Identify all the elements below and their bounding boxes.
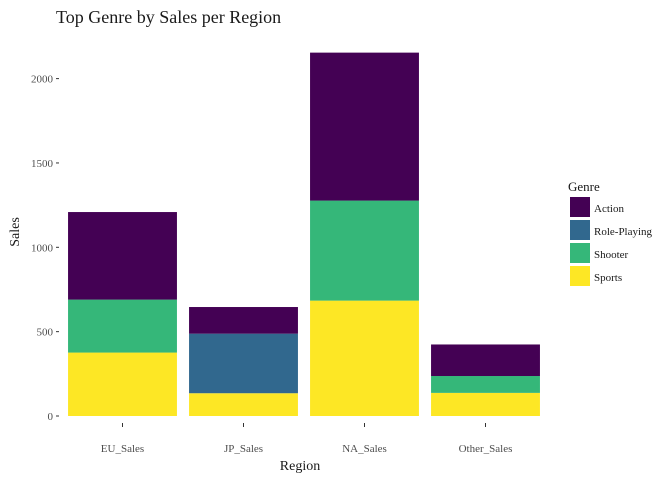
bar-segment-other-sales-action: [431, 344, 540, 377]
legend-title: Genre: [568, 179, 600, 194]
y-tick-label: 500: [37, 327, 54, 339]
legend-swatch-shooter: [570, 243, 590, 263]
legend-label: Sports: [594, 272, 622, 284]
bar-segment-eu-sales-action: [68, 212, 177, 300]
legend-swatch-role-playing: [570, 220, 590, 240]
y-axis: 0 500 1000 1500 2000: [31, 74, 59, 423]
legend-swatch-sports: [570, 266, 590, 286]
x-tick-label: Other_Sales: [459, 443, 513, 455]
bar-segment-jp-sales-sports: [189, 393, 298, 416]
bar-segment-other-sales-sports: [431, 392, 540, 416]
legend-items: Action Role-Playing Shooter Sports: [570, 197, 653, 286]
x-axis-title: Region: [280, 459, 320, 474]
bar-segment-jp-sales-role-playing: [189, 333, 298, 394]
y-tick-label: 2000: [31, 74, 54, 86]
legend-label: Shooter: [594, 249, 629, 261]
legend-label: Action: [594, 203, 624, 215]
chart-title: Top Genre by Sales per Region: [56, 7, 281, 27]
legend: Genre Action Role-Playing Shooter Sports: [568, 179, 653, 286]
x-axis: EU_Sales JP_Sales NA_Sales Other_Sales: [101, 423, 513, 455]
y-tick-label: 1000: [31, 242, 54, 254]
x-tick-label: NA_Sales: [342, 443, 387, 455]
y-axis-title: Sales: [8, 217, 23, 247]
x-tick-label: JP_Sales: [224, 443, 263, 455]
bar-segment-na-sales-shooter: [310, 200, 419, 301]
x-tick-label: EU_Sales: [101, 443, 144, 455]
bar-segment-na-sales-sports: [310, 300, 419, 416]
bar-segment-other-sales-shooter: [431, 376, 540, 393]
bar-segment-eu-sales-sports: [68, 352, 177, 416]
legend-swatch-action: [570, 197, 590, 217]
y-tick-label: 0: [48, 411, 54, 423]
bar-segment-na-sales-action: [310, 52, 419, 201]
legend-label: Role-Playing: [594, 226, 653, 238]
bar-segment-jp-sales-action: [189, 307, 298, 334]
y-tick-label: 1500: [31, 158, 54, 170]
bar-segment-eu-sales-shooter: [68, 299, 177, 353]
bars: [68, 52, 540, 416]
